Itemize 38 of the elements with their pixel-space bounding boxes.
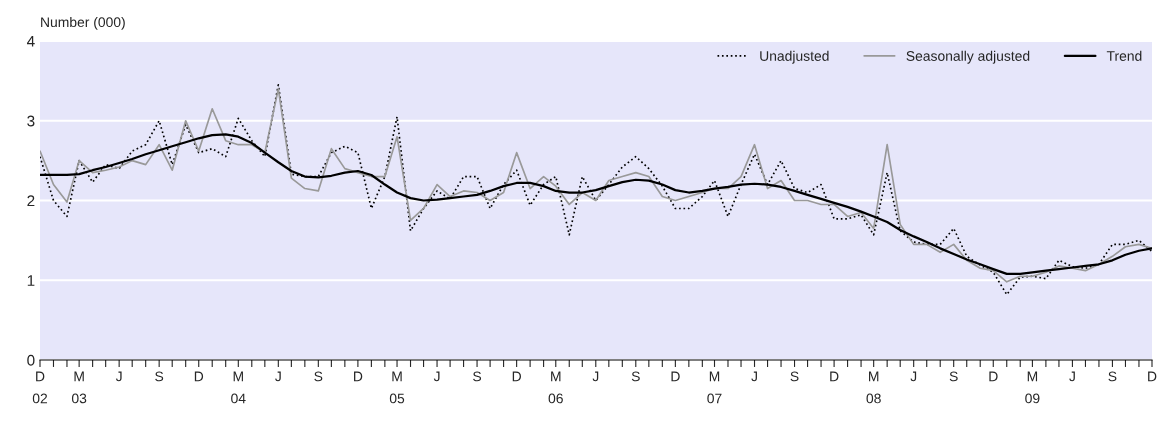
x-tick-label: M 09 <box>1025 371 1040 404</box>
x-tick-label: D <box>354 371 363 382</box>
x-tick-label: M 04 <box>231 371 246 404</box>
legend-label: Unadjusted <box>760 50 829 64</box>
x-tick-label: J <box>910 371 917 382</box>
x-tick-label: D <box>512 371 521 382</box>
y-tick-label: 3 <box>27 115 35 127</box>
x-tick-label: J <box>1069 371 1075 382</box>
x-tick-label: M 03 <box>71 371 87 404</box>
x-tick-label: D <box>1148 371 1157 382</box>
x-tick-label: J <box>433 371 440 382</box>
x-tick-label: M 05 <box>389 371 405 404</box>
x-tick-label: M 07 <box>707 371 722 404</box>
x-tick-label: S <box>314 371 323 382</box>
x-tick-label: S <box>790 371 799 382</box>
y-tick-label: 1 <box>27 275 35 286</box>
x-tick-label: S <box>473 371 482 382</box>
x-tick-label: D <box>671 371 680 382</box>
legend-label: Seasonally adjusted <box>906 50 1030 64</box>
x-tick-label: S <box>1108 371 1117 382</box>
x-tick-label: D <box>194 371 204 382</box>
x-tick-label: M 08 <box>866 371 881 404</box>
y-tick-label: 0 <box>27 354 35 366</box>
y-tick-label: 2 <box>27 195 35 207</box>
y-axis-title: Number (000) <box>41 16 125 30</box>
x-tick-label: D <box>989 371 998 382</box>
legend-label: Trend <box>1106 50 1142 61</box>
x-tick-label: S <box>155 371 164 382</box>
x-tick-label: M 06 <box>548 371 563 404</box>
x-tick-label: J <box>751 371 757 382</box>
x-tick-label: S <box>631 371 640 382</box>
x-tick-label: D 02 <box>32 371 48 404</box>
x-tick-label: J <box>592 371 599 382</box>
x-tick-label: D <box>830 371 839 382</box>
y-tick-label: 4 <box>26 36 35 47</box>
x-tick-label: J <box>275 371 281 382</box>
x-tick-label: S <box>949 371 958 382</box>
x-tick-label: J <box>115 371 122 382</box>
